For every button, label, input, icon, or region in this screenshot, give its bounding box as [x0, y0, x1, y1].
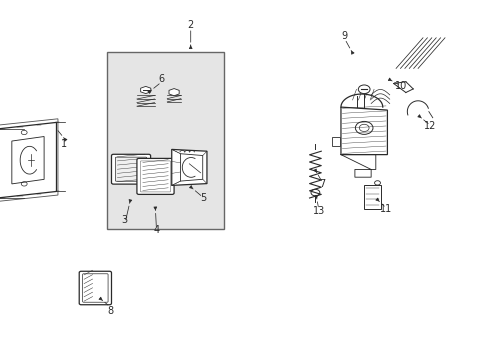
Text: 13: 13	[312, 206, 325, 216]
FancyBboxPatch shape	[111, 154, 150, 184]
Text: 2: 2	[187, 20, 193, 30]
Polygon shape	[171, 149, 206, 185]
Text: 3: 3	[122, 215, 127, 225]
Bar	[363, 185, 381, 209]
FancyBboxPatch shape	[82, 274, 108, 302]
Polygon shape	[169, 89, 179, 96]
Text: 4: 4	[153, 225, 159, 235]
FancyBboxPatch shape	[140, 161, 170, 192]
Polygon shape	[332, 137, 340, 146]
Text: 12: 12	[423, 121, 436, 131]
FancyBboxPatch shape	[115, 157, 146, 181]
Text: 11: 11	[379, 204, 392, 214]
Text: 5: 5	[200, 193, 205, 203]
Bar	[106, 52, 224, 229]
Text: 10: 10	[394, 81, 407, 91]
Polygon shape	[0, 122, 57, 198]
Text: 9: 9	[341, 31, 347, 41]
FancyBboxPatch shape	[79, 271, 111, 305]
Polygon shape	[180, 154, 203, 181]
Text: 1: 1	[61, 139, 66, 149]
Polygon shape	[141, 86, 150, 94]
Text: 8: 8	[107, 306, 113, 316]
Polygon shape	[340, 107, 386, 155]
FancyBboxPatch shape	[137, 158, 174, 194]
Circle shape	[358, 85, 369, 94]
Text: 7: 7	[319, 179, 325, 189]
Text: 6: 6	[158, 74, 164, 84]
Polygon shape	[12, 136, 44, 184]
